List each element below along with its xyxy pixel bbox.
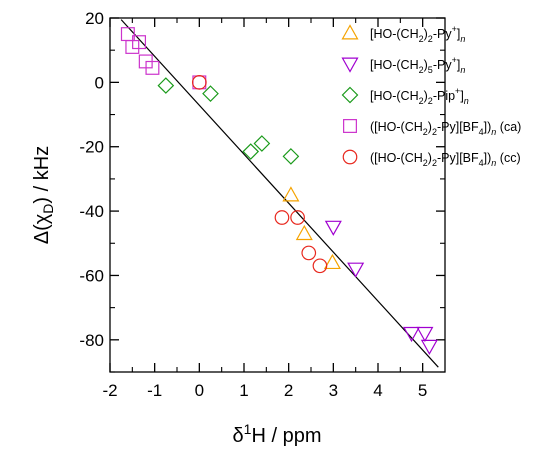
marker-circle [301, 245, 317, 261]
marker-square [145, 60, 160, 75]
marker-circle [290, 210, 305, 225]
series-triangle-up [282, 186, 341, 270]
series-circle [191, 75, 328, 274]
x-tick-label: 1 [239, 381, 248, 400]
x-tick-label: -1 [147, 381, 162, 400]
series-triangle-down [324, 220, 438, 355]
y-axis-title: Δ(χD) / kHz [31, 146, 56, 244]
legend-item: ([HO-(CH2)2-Py][BF4])n (cc) [342, 149, 521, 168]
x-tick-label: 5 [418, 381, 427, 400]
y-tick-label: -40 [79, 202, 104, 221]
marker-triangle-down [420, 339, 438, 355]
y-tick-label: 0 [95, 73, 104, 92]
marker-square [343, 119, 357, 133]
plot-frame [109, 17, 446, 373]
legend-item: [HO-(CH2)2-Pip+]n [341, 86, 469, 106]
marker-triangle-down [341, 57, 359, 73]
marker-triangle-up [323, 253, 341, 270]
marker-diamond [282, 148, 300, 165]
fit-line-group [120, 19, 439, 368]
marker-triangle-down [324, 220, 342, 236]
axis-ticks: -2 -1 0 1 2 3 4 5 20 0 -20 -40 -60 -80 [79, 9, 445, 400]
x-axis-title: δ1H / ppm [233, 421, 322, 447]
legend-label: [HO-(CH2)2-Py+]n [370, 24, 465, 44]
legend-item: ([HO-(CH2)2-Py][BF4])n (ca) [343, 119, 521, 137]
x-tick-label: 0 [195, 381, 204, 400]
legend-item: [HO-(CH2)5-Py+]n [341, 55, 465, 75]
marker-circle [312, 258, 328, 274]
legend-item: [HO-(CH2)2-Py+]n [341, 24, 465, 44]
x-tick-label: 4 [373, 381, 382, 400]
y-tick-label: -60 [79, 266, 104, 285]
x-tick-label: -2 [102, 381, 117, 400]
x-tick-label: 2 [284, 381, 293, 400]
legend-label: [HO-(CH2)5-Py+]n [370, 55, 465, 75]
legend-label: ([HO-(CH2)2-Py][BF4])n (ca) [370, 120, 521, 137]
marker-diamond [253, 135, 271, 152]
marker-diamond [242, 143, 260, 160]
marker-triangle-down [347, 262, 365, 278]
marker-circle [274, 210, 290, 225]
marker-triangle-down [402, 326, 421, 343]
marker-circle [342, 149, 358, 165]
marker-diamond [341, 86, 359, 104]
legend: [HO-(CH2)2-Py+]n [HO-(CH2)5-Py+]n [HO-(CH2… [341, 24, 521, 168]
x-tick-label: 3 [329, 381, 338, 400]
marker-diamond [157, 77, 175, 94]
series-diamond [157, 77, 300, 165]
data-points [120, 27, 438, 355]
y-tick-label: -80 [79, 331, 104, 350]
marker-triangle-up [341, 24, 359, 40]
fit-line [120, 19, 439, 368]
marker-square [132, 35, 147, 50]
legend-label: [HO-(CH2)2-Pip+]n [370, 86, 469, 106]
marker-triangle-down [416, 326, 434, 343]
marker-circle [191, 75, 207, 90]
y-tick-label: 20 [85, 9, 104, 28]
legend-label: ([HO-(CH2)2-Py][BF4])n (cc) [370, 151, 521, 168]
marker-triangle-up [282, 186, 300, 202]
marker-triangle-up [295, 224, 313, 241]
y-tick-label: -20 [79, 138, 104, 157]
marker-diamond [202, 85, 219, 102]
